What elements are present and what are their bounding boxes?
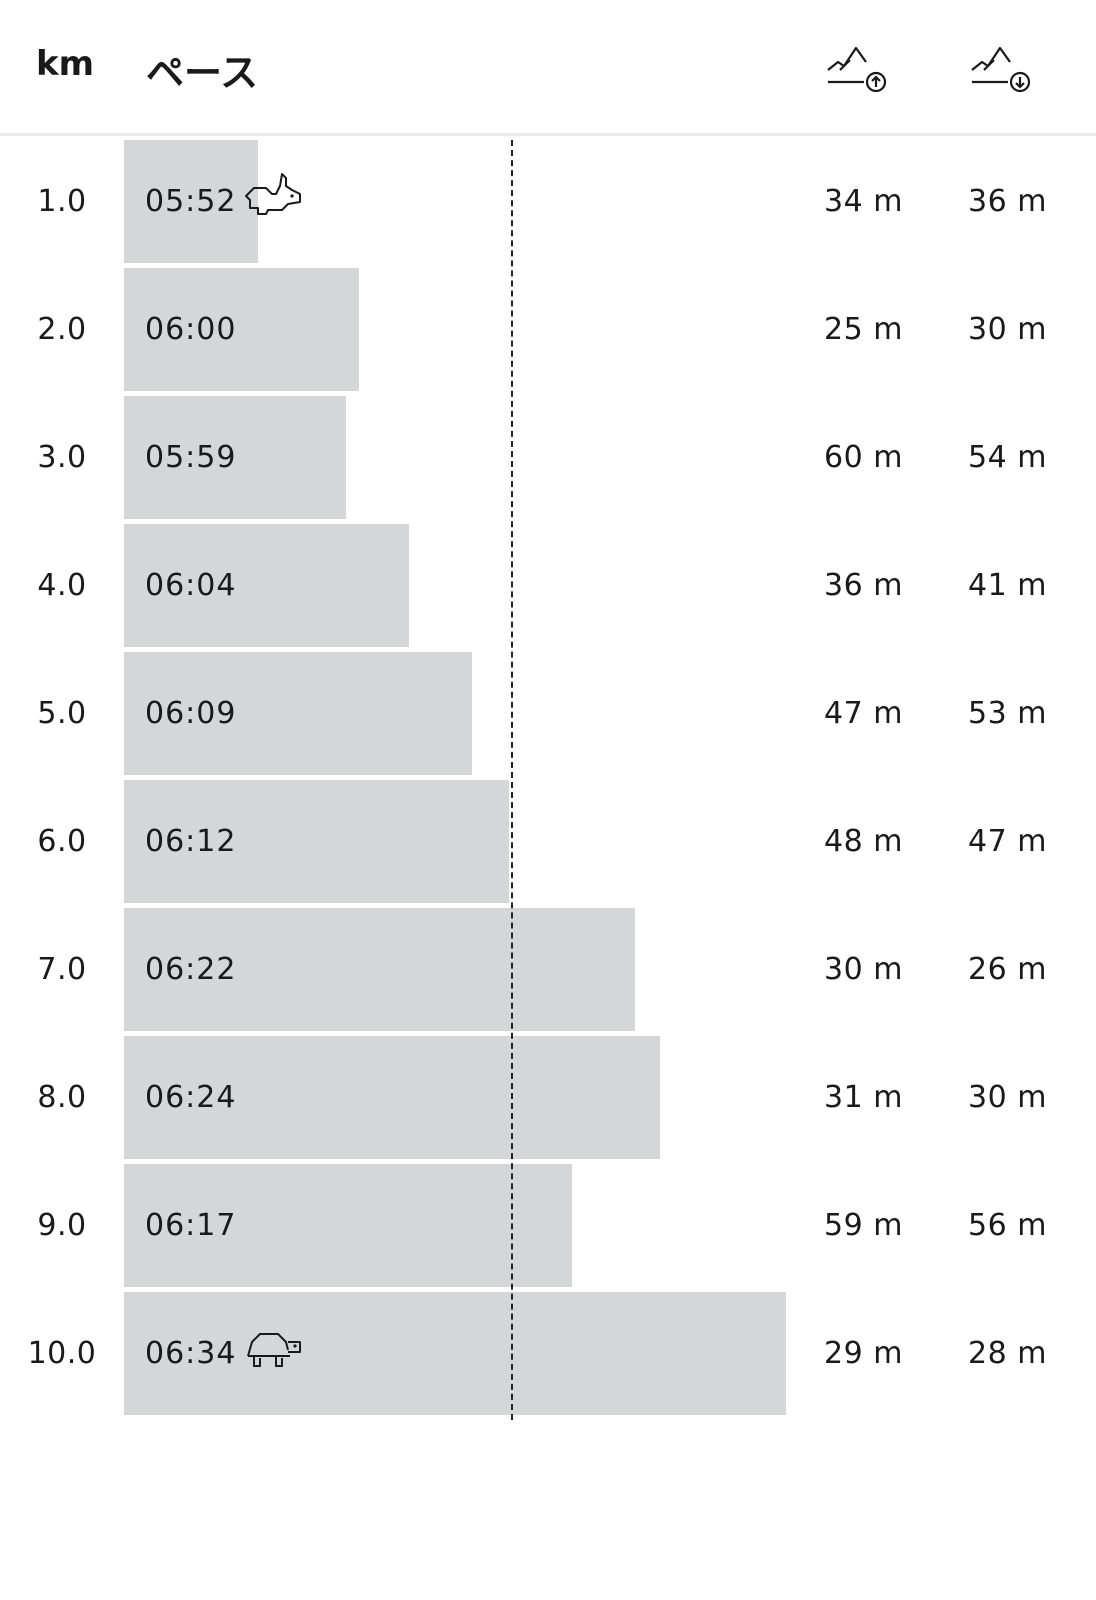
split-pace: 06:04 [145, 568, 237, 603]
split-descent: 41 m [968, 568, 1047, 603]
split-km: 10.0 [27, 1336, 97, 1371]
pace-bar [124, 780, 510, 903]
split-ascent: 48 m [824, 824, 903, 859]
split-km: 4.0 [37, 568, 87, 603]
km-column-header: km [36, 44, 95, 84]
split-row: 6.0 06:12 48 m 47 m [0, 780, 1096, 904]
split-descent: 26 m [968, 952, 1047, 987]
split-row: 10.0 06:34 29 m 28 m [0, 1292, 1096, 1416]
split-km: 3.0 [37, 440, 87, 475]
split-pace: 06:17 [145, 1208, 237, 1243]
split-km: 2.0 [37, 312, 87, 347]
split-descent: 54 m [968, 440, 1047, 475]
split-pace: 05:59 [145, 440, 237, 475]
pace-bar [124, 652, 472, 775]
split-ascent: 29 m [824, 1336, 903, 1371]
split-pace: 06:24 [145, 1080, 237, 1115]
pace-bar [124, 1292, 786, 1415]
pace-bar [124, 524, 409, 647]
pace-bar [124, 396, 346, 519]
split-pace: 05:52 [145, 184, 237, 219]
split-descent: 30 m [968, 312, 1047, 347]
turtle-icon [247, 1333, 301, 1367]
split-row: 5.0 06:09 47 m 53 m [0, 652, 1096, 776]
pace-bar [124, 908, 636, 1031]
split-descent: 36 m [968, 184, 1047, 219]
split-row: 8.0 06:24 31 m 30 m [0, 1036, 1096, 1160]
split-descent: 53 m [968, 696, 1047, 731]
split-pace: 06:09 [145, 696, 237, 731]
pace-bar [124, 1164, 573, 1287]
split-pace: 06:12 [145, 824, 237, 859]
split-ascent: 60 m [824, 440, 903, 475]
split-ascent: 59 m [824, 1208, 903, 1243]
pace-bar [124, 140, 258, 263]
pace-bar [124, 1036, 661, 1159]
split-descent: 30 m [968, 1080, 1047, 1115]
split-km: 8.0 [37, 1080, 87, 1115]
split-ascent: 31 m [824, 1080, 903, 1115]
split-row: 3.0 05:59 60 m 54 m [0, 396, 1096, 520]
split-ascent: 47 m [824, 696, 903, 731]
split-km: 5.0 [37, 696, 87, 731]
split-descent: 28 m [968, 1336, 1047, 1371]
split-row: 4.0 06:04 36 m 41 m [0, 524, 1096, 648]
pace-column-header: ペース [146, 51, 259, 95]
rabbit-icon [245, 173, 301, 215]
splits-header: km ペース [0, 0, 1096, 136]
split-pace: 06:00 [145, 312, 237, 347]
split-row: 9.0 06:17 59 m 56 m [0, 1164, 1096, 1288]
split-descent: 47 m [968, 824, 1047, 859]
split-row: 1.0 05:52 34 m 36 m [0, 140, 1096, 264]
split-pace: 06:34 [145, 1336, 237, 1371]
split-descent: 56 m [968, 1208, 1047, 1243]
mountain-down-icon [971, 46, 1031, 93]
split-ascent: 36 m [824, 568, 903, 603]
pace-bar [124, 268, 359, 391]
split-km: 6.0 [37, 824, 87, 859]
split-ascent: 34 m [824, 184, 903, 219]
split-row: 2.0 06:00 25 m 30 m [0, 268, 1096, 392]
average-pace-line [511, 140, 513, 1420]
split-pace: 06:22 [145, 952, 237, 987]
split-km: 9.0 [37, 1208, 87, 1243]
split-km: 1.0 [37, 184, 87, 219]
mountain-up-icon [827, 46, 887, 93]
split-km: 7.0 [37, 952, 87, 987]
split-ascent: 30 m [824, 952, 903, 987]
split-row: 7.0 06:22 30 m 26 m [0, 908, 1096, 1032]
split-ascent: 25 m [824, 312, 903, 347]
